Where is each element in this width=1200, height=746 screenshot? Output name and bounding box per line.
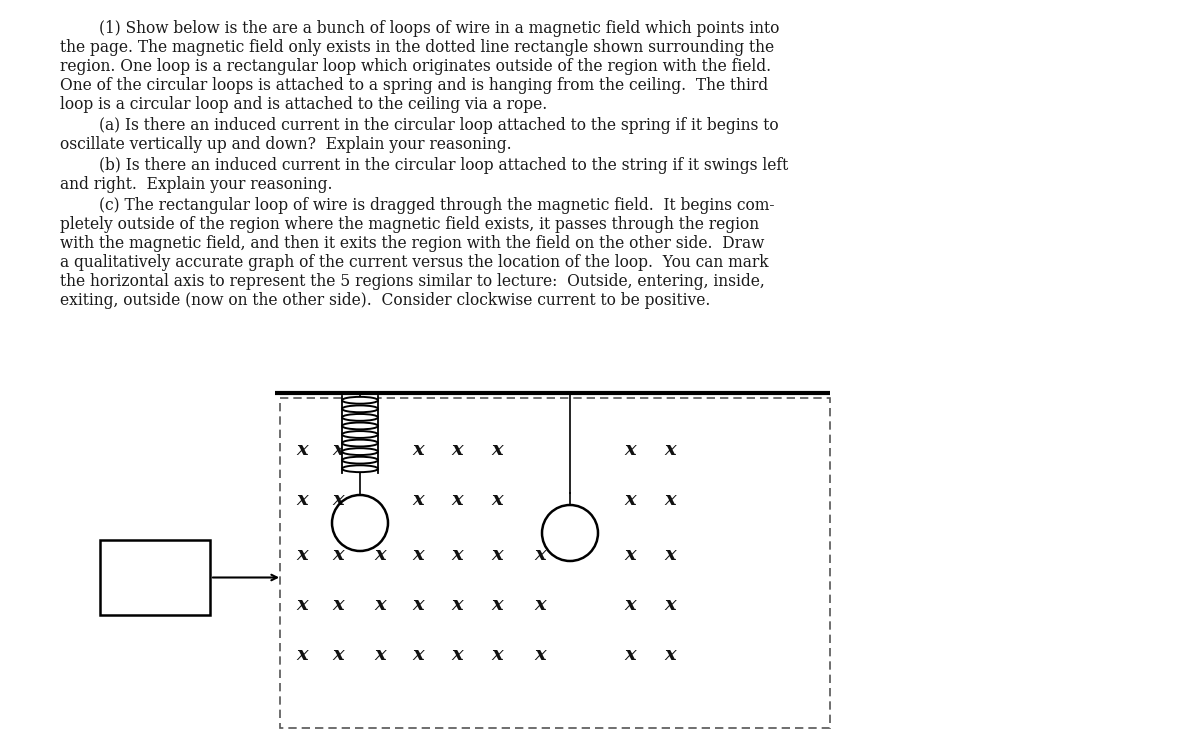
Text: x: x bbox=[374, 546, 386, 564]
Text: x: x bbox=[412, 546, 424, 564]
Text: x: x bbox=[412, 441, 424, 459]
Text: x: x bbox=[624, 546, 636, 564]
Text: x: x bbox=[664, 646, 676, 664]
Bar bbox=[280, 398, 830, 728]
Text: x: x bbox=[296, 646, 308, 664]
Text: x: x bbox=[296, 596, 308, 614]
Text: x: x bbox=[332, 596, 344, 614]
Text: x: x bbox=[451, 596, 463, 614]
Text: x: x bbox=[491, 546, 503, 564]
Text: x: x bbox=[664, 441, 676, 459]
Text: x: x bbox=[491, 646, 503, 664]
Text: the page. The magnetic field only exists in the dotted line rectangle shown surr: the page. The magnetic field only exists… bbox=[60, 39, 774, 56]
Text: with the magnetic field, and then it exits the region with the field on the othe: with the magnetic field, and then it exi… bbox=[60, 235, 764, 252]
Text: exiting, outside (now on the other side).  Consider clockwise current to be posi: exiting, outside (now on the other side)… bbox=[60, 292, 710, 309]
Text: x: x bbox=[332, 491, 344, 509]
Text: x: x bbox=[412, 596, 424, 614]
Text: x: x bbox=[296, 546, 308, 564]
Text: x: x bbox=[412, 491, 424, 509]
Text: and right.  Explain your reasoning.: and right. Explain your reasoning. bbox=[60, 176, 332, 193]
Text: (1) Show below is the are a bunch of loops of wire in a magnetic field which poi: (1) Show below is the are a bunch of loo… bbox=[60, 20, 779, 37]
Text: the horizontal axis to represent the 5 regions similar to lecture:  Outside, ent: the horizontal axis to represent the 5 r… bbox=[60, 273, 764, 290]
Text: pletely outside of the region where the magnetic field exists, it passes through: pletely outside of the region where the … bbox=[60, 216, 760, 233]
Text: oscillate vertically up and down?  Explain your reasoning.: oscillate vertically up and down? Explai… bbox=[60, 136, 511, 153]
Text: a qualitatively accurate graph of the current versus the location of the loop.  : a qualitatively accurate graph of the cu… bbox=[60, 254, 769, 271]
Text: x: x bbox=[534, 596, 546, 614]
Text: (b) Is there an induced current in the circular loop attached to the string if i: (b) Is there an induced current in the c… bbox=[60, 157, 788, 174]
Text: x: x bbox=[412, 646, 424, 664]
Text: x: x bbox=[534, 646, 546, 664]
Text: region. One loop is a rectangular loop which originates outside of the region wi: region. One loop is a rectangular loop w… bbox=[60, 58, 772, 75]
Text: x: x bbox=[332, 441, 344, 459]
Text: x: x bbox=[451, 546, 463, 564]
Text: x: x bbox=[374, 596, 386, 614]
Text: x: x bbox=[534, 546, 546, 564]
Text: x: x bbox=[491, 491, 503, 509]
Text: x: x bbox=[451, 441, 463, 459]
Text: x: x bbox=[491, 441, 503, 459]
Text: x: x bbox=[491, 596, 503, 614]
Text: x: x bbox=[296, 491, 308, 509]
Text: One of the circular loops is attached to a spring and is hanging from the ceilin: One of the circular loops is attached to… bbox=[60, 77, 768, 94]
Text: x: x bbox=[332, 546, 344, 564]
Bar bbox=[100, 540, 210, 615]
Text: (c) The rectangular loop of wire is dragged through the magnetic field.  It begi: (c) The rectangular loop of wire is drag… bbox=[60, 197, 774, 214]
Text: x: x bbox=[451, 646, 463, 664]
Text: x: x bbox=[374, 646, 386, 664]
Text: x: x bbox=[664, 596, 676, 614]
Text: x: x bbox=[624, 441, 636, 459]
Text: x: x bbox=[664, 546, 676, 564]
Text: (a) Is there an induced current in the circular loop attached to the spring if i: (a) Is there an induced current in the c… bbox=[60, 117, 779, 134]
Bar bbox=[342, 396, 378, 473]
Text: x: x bbox=[451, 491, 463, 509]
Text: x: x bbox=[332, 646, 344, 664]
Text: x: x bbox=[624, 646, 636, 664]
Text: x: x bbox=[296, 441, 308, 459]
Text: x: x bbox=[624, 491, 636, 509]
Text: x: x bbox=[664, 491, 676, 509]
Text: loop is a circular loop and is attached to the ceiling via a rope.: loop is a circular loop and is attached … bbox=[60, 96, 547, 113]
Text: x: x bbox=[624, 596, 636, 614]
